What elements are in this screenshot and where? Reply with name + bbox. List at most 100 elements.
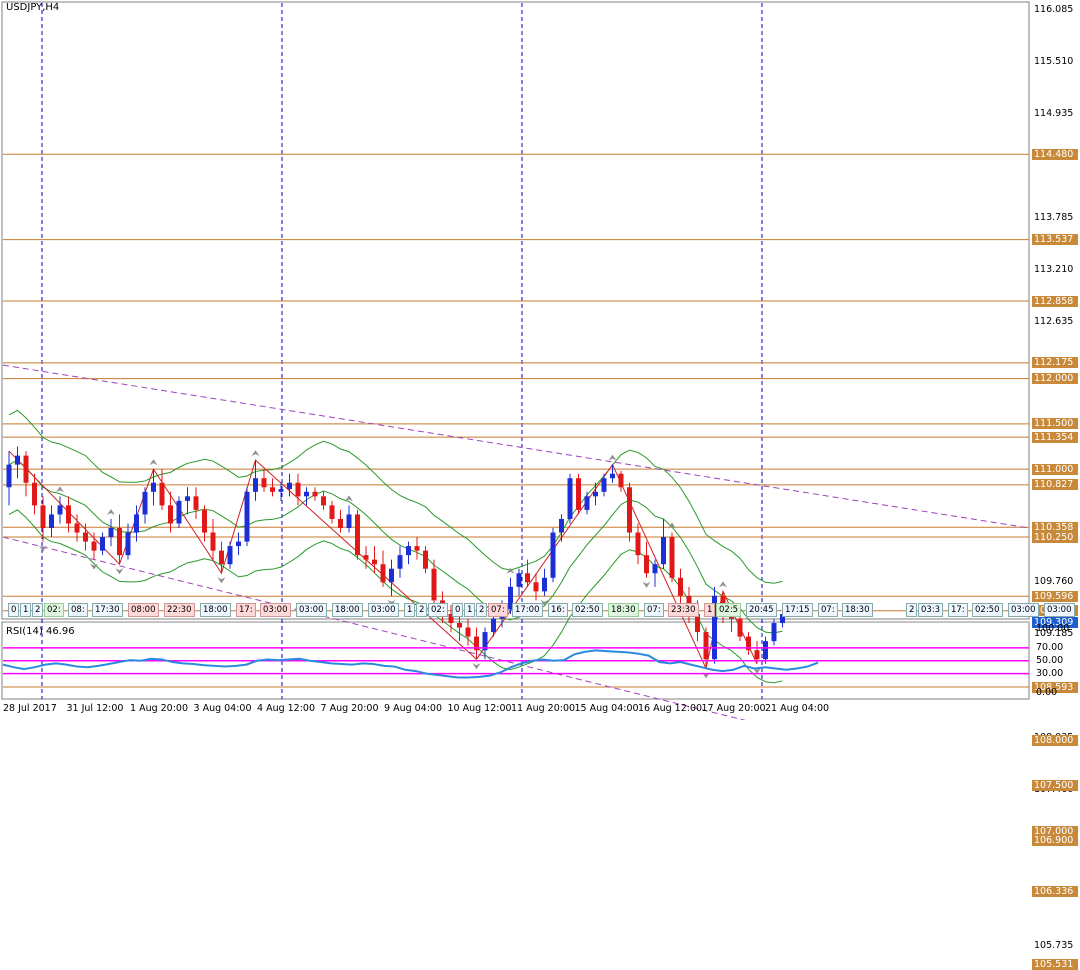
price-level-label: 112.858 — [1032, 295, 1078, 307]
bull-candle — [244, 491, 250, 542]
bear-candle — [576, 478, 581, 510]
session-time-tag: 18:30 — [608, 603, 639, 617]
horizontal-level-lines[interactable] — [3, 153, 1029, 965]
current-price-label: 109.309 — [1032, 616, 1078, 628]
bear-candle — [431, 568, 437, 601]
fractal-up-marker — [107, 508, 115, 515]
bull-candle — [236, 541, 241, 547]
bull-candle — [780, 613, 785, 624]
price-level-label: 108.000 — [1032, 735, 1078, 747]
fractal-up-marker — [506, 567, 515, 574]
bear-candle — [465, 627, 471, 637]
candlesticks — [6, 446, 785, 669]
bull-candle — [49, 514, 54, 529]
price-level-label: 106.336 — [1032, 885, 1078, 897]
bull-candle — [253, 478, 258, 492]
bear-candle — [746, 636, 751, 651]
bull-candle — [108, 528, 114, 538]
session-time-tag: 22:30 — [164, 603, 195, 617]
bear-candle — [669, 537, 675, 578]
bull-candle — [652, 564, 658, 574]
bear-candle — [117, 528, 122, 556]
bull-candle — [593, 491, 598, 497]
price-level-label: 110.358 — [1032, 521, 1078, 533]
time-tick-label: 16 Aug 12:00 — [638, 703, 703, 714]
bull-candle — [491, 618, 496, 633]
bull-candle — [406, 546, 411, 556]
session-time-tag: 23:30 — [668, 603, 699, 617]
bear-candle — [261, 478, 267, 488]
fractal-up-marker — [608, 454, 617, 461]
bull-candle — [508, 586, 513, 610]
price-level-label: 109.596 — [1032, 590, 1078, 602]
session-time-tag: 03:00 — [1044, 603, 1075, 617]
bull-candle — [559, 518, 564, 533]
bear-candle — [703, 632, 709, 660]
time-tick-label: 7 Aug 20:00 — [320, 703, 379, 714]
fractal-down-marker — [387, 599, 396, 606]
price-tick-label: 112.635 — [1034, 315, 1074, 327]
session-time-tag: 07: — [488, 603, 508, 617]
bull-candle — [567, 478, 573, 519]
session-time-tag: 1 — [20, 603, 32, 617]
bull-candle — [542, 577, 547, 592]
fractal-up-marker — [251, 450, 260, 457]
session-time-tag: 0 — [452, 603, 464, 617]
bull-candle — [397, 555, 403, 569]
session-time-tag: 18:00 — [332, 603, 363, 617]
fractal-down-marker — [39, 545, 47, 552]
bear-candle — [754, 650, 760, 660]
bear-candle — [202, 509, 207, 533]
chart-symbol-title: USDJPY,H4 — [6, 2, 60, 13]
bear-candle — [219, 550, 224, 565]
bear-candle — [40, 505, 46, 529]
fractal-up-marker — [668, 522, 676, 529]
session-time-tag: 03:00 — [260, 603, 291, 617]
bull-candle — [100, 537, 105, 551]
rsi-tick-label: 50.00 — [1036, 654, 1064, 666]
rsi-tick-label: 30.00 — [1036, 667, 1064, 679]
bear-candle — [91, 541, 97, 551]
price-tick-label: 114.935 — [1034, 107, 1074, 119]
price-level-label: 112.175 — [1032, 357, 1078, 369]
price-tick-label: 113.210 — [1034, 263, 1074, 275]
price-level-label: 110.250 — [1032, 531, 1078, 543]
main-chart-frame — [1, 1, 1030, 620]
price-level-label: 111.000 — [1032, 463, 1078, 475]
time-tick-label: 21 Aug 04:00 — [765, 703, 830, 714]
bear-candle — [32, 482, 37, 506]
session-time-tag: 17:15 — [782, 603, 813, 617]
session-time-tag: 2 — [416, 603, 428, 617]
session-time-tag: 17: — [948, 603, 968, 617]
price-tick-label: 109.185 — [1034, 627, 1074, 639]
session-time-tag: 17:30 — [92, 603, 123, 617]
bear-candle — [355, 514, 360, 556]
session-time-tag: 18:00 — [200, 603, 231, 617]
rsi-indicator-label: RSI(14) 46.96 — [6, 626, 75, 637]
bear-candle — [414, 546, 420, 551]
bull-candle — [57, 505, 63, 515]
bull-candle — [610, 473, 615, 479]
price-level-label: 108.593 — [1032, 681, 1078, 693]
bull-candle — [227, 546, 233, 565]
fractal-down-marker — [217, 577, 226, 584]
session-time-tag: 02: — [428, 603, 448, 617]
bull-candle — [601, 478, 607, 492]
session-time-tag: 16: — [548, 603, 568, 617]
trend-channel[interactable] — [2, 364, 1030, 791]
bull-candle — [151, 482, 156, 492]
price-level-label: 106.900 — [1032, 834, 1078, 846]
fractal-up-marker — [345, 495, 353, 502]
bear-candle — [678, 577, 683, 596]
price-level-label: 105.531 — [1032, 958, 1078, 970]
time-tick-label: 9 Aug 04:00 — [384, 703, 443, 714]
time-tick-label: 17 Aug 20:00 — [701, 703, 766, 714]
bull-candle — [661, 537, 666, 565]
price-tick-label: 105.735 — [1034, 940, 1074, 952]
bear-candle — [295, 482, 301, 497]
bear-candle — [74, 523, 80, 533]
rsi-tick-label: 70.00 — [1036, 641, 1064, 653]
bull-candle — [125, 532, 131, 556]
bull-candle — [550, 532, 556, 578]
